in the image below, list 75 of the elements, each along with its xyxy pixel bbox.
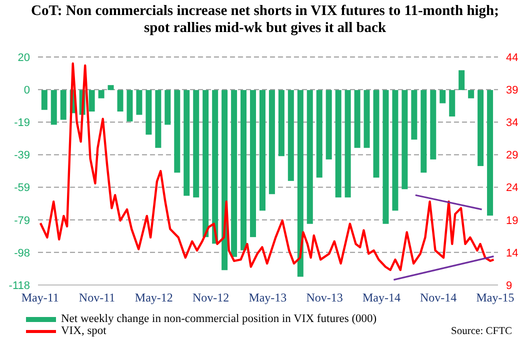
bar — [468, 90, 474, 98]
y2-tick-label: 29 — [506, 150, 518, 162]
bar — [382, 90, 389, 224]
y2-tick-label: 9 — [506, 280, 512, 292]
bar — [420, 90, 427, 173]
bar — [411, 90, 418, 140]
x-tick-label: May-12 — [134, 290, 173, 305]
bar — [335, 90, 342, 198]
bar — [184, 90, 190, 196]
bar — [278, 90, 284, 156]
bar — [268, 90, 275, 194]
bar — [326, 90, 332, 160]
bar — [250, 90, 256, 238]
bar — [202, 90, 209, 238]
bar — [487, 90, 494, 216]
bar — [240, 90, 247, 250]
y2-tick-label: 19 — [506, 214, 518, 227]
bar — [98, 90, 104, 98]
bar — [430, 90, 436, 160]
bar — [117, 90, 124, 112]
line-series — [39, 62, 495, 272]
legend-label: Net weekly change in non-commercial position in VIX futures (000) — [61, 313, 377, 325]
x-tick-label: May-11 — [21, 290, 59, 305]
bar — [88, 90, 95, 112]
y2-tick-label: 39 — [506, 84, 518, 96]
bar — [297, 90, 304, 277]
y2-tick-label: 34 — [506, 117, 518, 130]
bar — [259, 90, 266, 211]
bar — [126, 90, 133, 122]
bar — [193, 90, 200, 198]
bar — [212, 90, 218, 244]
y2-tick-label: 44 — [506, 52, 518, 64]
bar — [164, 90, 171, 125]
bar — [155, 90, 162, 148]
bar — [440, 90, 446, 104]
bar — [449, 90, 456, 116]
y-tick-label: -39 — [14, 150, 30, 162]
y2-tick-label: 14 — [506, 247, 518, 260]
x-tick-label: May-15 — [476, 290, 514, 305]
bar — [231, 90, 238, 257]
y-tick-label: -59 — [14, 182, 30, 194]
bar — [108, 85, 114, 90]
bar — [174, 90, 180, 173]
bar — [402, 90, 408, 190]
bar — [364, 90, 370, 148]
y-tick-label: -19 — [14, 117, 30, 130]
bar — [306, 90, 313, 224]
x-tick-label: Nov-13 — [306, 290, 343, 305]
legend-label: VIX, spot — [61, 325, 106, 337]
bar — [458, 70, 465, 90]
x-tick-label: Nov-12 — [192, 290, 230, 305]
bar — [478, 90, 484, 166]
source-note: Source: CFTC — [451, 326, 512, 337]
bar — [344, 90, 351, 198]
x-tick-label: May-13 — [248, 290, 287, 305]
chart-title: CoT: Non commercials increase net shorts in VIX futures to 11-month high; spot rallies mid-wk but gives it all back — [30, 3, 500, 37]
bar — [373, 90, 380, 178]
bar — [316, 90, 322, 178]
y-tick-label: -98 — [14, 247, 30, 260]
bar — [392, 90, 398, 211]
bar — [50, 90, 57, 125]
bar — [288, 90, 294, 181]
y2-tick-label: 24 — [506, 182, 518, 194]
bar — [354, 90, 360, 148]
bar — [41, 90, 48, 110]
x-tick-label: Nov-11 — [78, 290, 116, 305]
y-tick-label: 20 — [18, 52, 30, 64]
bar — [136, 90, 142, 115]
bar — [146, 90, 152, 135]
y-tick-label: -79 — [14, 214, 30, 227]
y-tick-label: 0 — [24, 84, 30, 96]
x-tick-label: May-14 — [362, 290, 400, 305]
bar — [60, 90, 66, 120]
x-tick-label: Nov-14 — [420, 290, 457, 305]
y-tick-label: -118 — [8, 280, 30, 292]
